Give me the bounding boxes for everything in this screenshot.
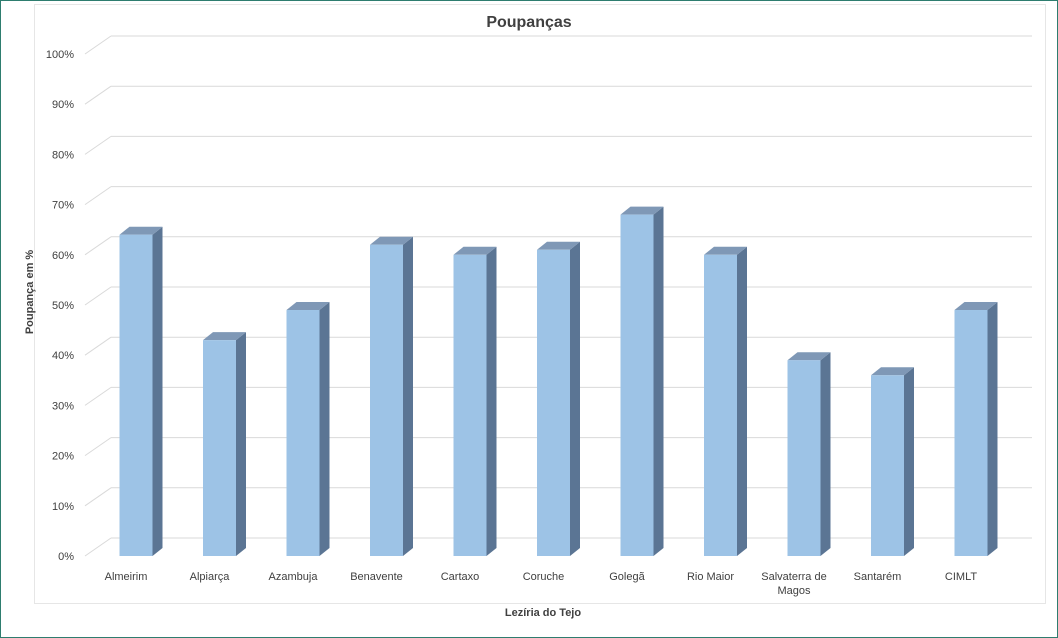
bar-front bbox=[620, 214, 654, 556]
bar-front bbox=[704, 254, 737, 557]
x-axis-tick-labels: Almeirim Alpiarça Azambuja Benavente Cartaxo… bbox=[105, 571, 978, 597]
plot-area-border bbox=[34, 4, 1046, 604]
x-tick-label: Alpiarça bbox=[190, 571, 231, 583]
bar-side bbox=[236, 332, 246, 556]
bar-side bbox=[737, 246, 747, 557]
y-tick-label: 70% bbox=[52, 200, 74, 212]
bar-top bbox=[787, 352, 831, 361]
bar-front bbox=[787, 360, 821, 556]
bar bbox=[286, 302, 330, 556]
x-tick-label: Cartaxo bbox=[441, 571, 480, 583]
bar bbox=[203, 332, 246, 556]
bar-side bbox=[403, 236, 413, 556]
x-tick-label: Salvaterra de Magos bbox=[761, 571, 826, 597]
bar-side bbox=[820, 352, 831, 556]
bar-top bbox=[620, 206, 664, 215]
gridline-diagonal bbox=[84, 437, 112, 457]
bar-top bbox=[203, 332, 246, 341]
bar bbox=[119, 226, 163, 556]
gridline-diagonal bbox=[84, 537, 112, 557]
bar-front bbox=[286, 310, 320, 556]
x-tick-label: Benavente bbox=[350, 571, 403, 583]
x-tick-label: Rio Maior bbox=[687, 571, 734, 583]
bar bbox=[370, 236, 413, 556]
bar bbox=[537, 241, 580, 556]
y-tick-label: 30% bbox=[52, 400, 74, 412]
bar-front bbox=[370, 244, 403, 556]
y-tick-label: 60% bbox=[52, 250, 74, 262]
bar bbox=[704, 246, 747, 557]
y-tick-label: 10% bbox=[52, 501, 74, 513]
bar bbox=[954, 302, 998, 556]
x-tick-label: Coruche bbox=[523, 571, 565, 583]
bar bbox=[453, 246, 497, 557]
bar bbox=[787, 352, 831, 556]
x-tick-label: Almeirim bbox=[105, 571, 148, 583]
bar-front bbox=[453, 254, 487, 557]
bar-side bbox=[653, 206, 664, 556]
y-tick-label: 40% bbox=[52, 350, 74, 362]
bar-side bbox=[570, 241, 580, 556]
y-tick-label: 50% bbox=[52, 300, 74, 312]
y-axis-tick-labels: 0% 10% 20% 30% 40% 50% 60% 70% 80% 90% 100% bbox=[46, 49, 74, 563]
gridline-diagonal bbox=[84, 236, 112, 256]
bar-front bbox=[203, 340, 236, 556]
bars bbox=[119, 206, 998, 557]
bar-top bbox=[871, 367, 914, 376]
chart-title: Poupanças bbox=[486, 14, 571, 31]
x-tick-label: Santarém bbox=[854, 571, 902, 583]
bar-side bbox=[987, 302, 998, 556]
bar-top bbox=[954, 302, 998, 311]
bar bbox=[620, 206, 664, 556]
bar-top bbox=[453, 246, 497, 255]
x-axis-label: Lezíria do Tejo bbox=[505, 607, 581, 619]
x-tick-label: CIMLT bbox=[945, 571, 977, 583]
bar-front bbox=[537, 249, 570, 556]
bar-side bbox=[319, 302, 330, 556]
bar-top bbox=[119, 226, 163, 235]
bar-top bbox=[704, 246, 747, 255]
x-tick-label: Azambuja bbox=[269, 571, 319, 583]
gridline-diagonal bbox=[84, 35, 112, 55]
y-tick-label: 100% bbox=[46, 49, 74, 61]
bar-top bbox=[537, 241, 580, 250]
bar-side bbox=[152, 226, 163, 556]
bar bbox=[871, 367, 914, 556]
y-tick-label: 80% bbox=[52, 149, 74, 161]
gridline-diagonal bbox=[84, 336, 112, 356]
gridline-diagonal bbox=[84, 186, 112, 206]
gridline-diagonal bbox=[84, 487, 112, 507]
y-tick-label: 0% bbox=[58, 551, 74, 563]
bar-side bbox=[904, 367, 914, 556]
bar-front bbox=[954, 310, 988, 556]
bar-front bbox=[119, 234, 153, 556]
y-tick-label: 90% bbox=[52, 99, 74, 111]
x-tick-label: Golegã bbox=[609, 571, 645, 583]
gridline-diagonal bbox=[84, 386, 112, 406]
bar-side bbox=[486, 246, 497, 557]
gridline-diagonal bbox=[84, 135, 112, 155]
gridline-diagonal bbox=[84, 85, 112, 105]
y-tick-label: 20% bbox=[52, 451, 74, 463]
bar-top bbox=[370, 236, 413, 245]
y-axis-label: Poupança em % bbox=[24, 250, 36, 335]
bar-front bbox=[871, 375, 904, 556]
gridline-diagonal bbox=[84, 286, 112, 306]
bar-top bbox=[286, 302, 330, 311]
